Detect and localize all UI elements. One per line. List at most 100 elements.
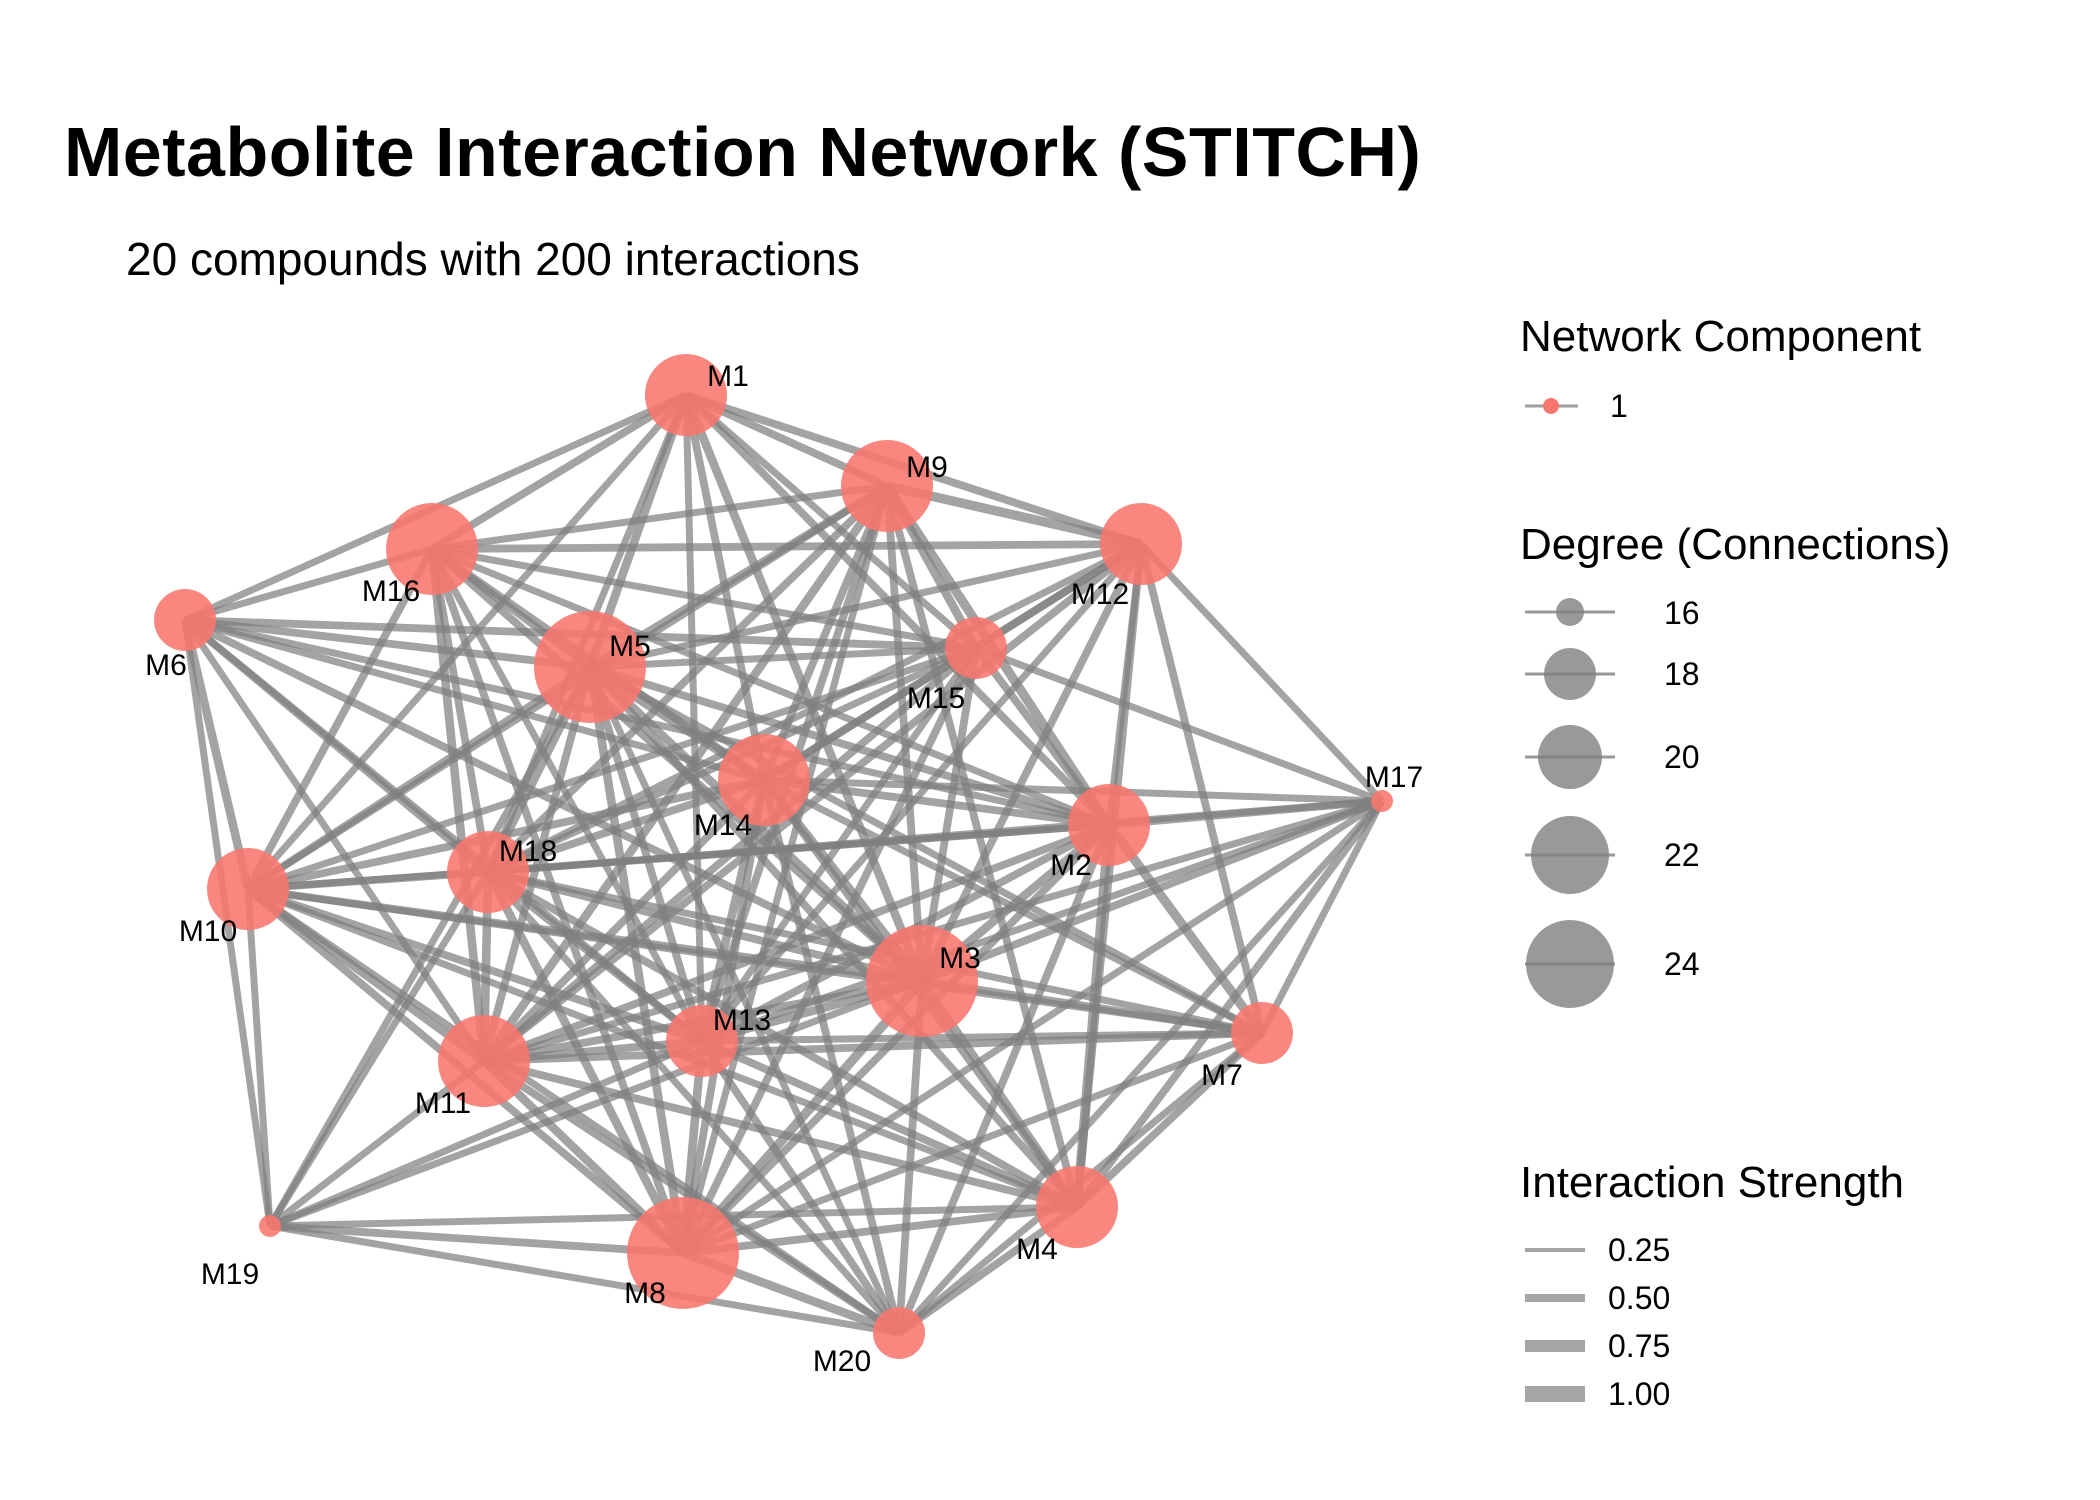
legend-strength-label: 0.75 (1608, 1328, 1671, 1364)
edge-M16-M10 (244, 547, 436, 891)
edge-M18-M17 (487, 797, 1383, 876)
legend-strength-title: Interaction Strength (1520, 1158, 1905, 1207)
edge-M14-M11 (481, 777, 767, 1064)
edge-M17-M20 (896, 798, 1385, 1336)
legend-degree-label: 24 (1664, 946, 1700, 982)
legend-degree-title: Degree (Connections) (1520, 520, 1951, 569)
edge-M16-M15 (431, 545, 977, 652)
edge-M6-M5 (184, 616, 591, 671)
edge-M5-M15 (589, 644, 977, 671)
edge-M18-M19 (267, 870, 491, 1228)
legend-degree-key (1525, 648, 1615, 700)
edge-M3-M8 (679, 977, 926, 1257)
node-label-M17: M17 (1365, 761, 1423, 794)
edge-M12-M16 (431, 540, 1142, 553)
edge-M13-M19 (268, 1037, 704, 1230)
node-M14[interactable] (718, 734, 810, 826)
edge-M6-M11 (182, 618, 487, 1063)
node-label-M6: M6 (145, 649, 187, 682)
node-M1[interactable] (645, 354, 727, 436)
node-M11[interactable] (438, 1015, 530, 1107)
chart-title: Metabolite Interaction Network (STITCH) (64, 113, 1422, 191)
edge-M19-M20 (269, 1222, 900, 1337)
legend-degree-key (1525, 920, 1615, 1008)
legend-degree-key (1525, 725, 1615, 789)
edge-M13-M17 (700, 797, 1384, 1045)
edge-M15-M10 (246, 644, 978, 893)
node-label-M11: M11 (415, 1087, 471, 1120)
node-M3[interactable] (866, 925, 978, 1037)
node-label-M7: M7 (1201, 1059, 1243, 1092)
edge-M18-M13 (485, 868, 705, 1045)
edge-M5-M2 (588, 663, 1111, 829)
node-label-M19: M19 (201, 1258, 259, 1291)
edge-M3-M7 (921, 977, 1263, 1037)
node-M8[interactable] (627, 1197, 739, 1309)
node-M17[interactable] (1371, 790, 1393, 812)
node-label-M10: M10 (179, 915, 237, 948)
legend-component-label: 1 (1610, 388, 1628, 424)
edge-M11-M7 (483, 1029, 1263, 1065)
node-label-M15: M15 (907, 682, 965, 715)
edge-M18-M8 (484, 870, 687, 1255)
edge-M5-M10 (245, 663, 593, 893)
edge-M16-M2 (430, 545, 1111, 829)
edge-M8-M19 (269, 1222, 684, 1257)
chart-subtitle: 20 compounds with 200 interactions (126, 233, 860, 285)
edge-M10-M19 (244, 888, 274, 1227)
node-M5[interactable] (534, 611, 646, 723)
edge-M7-M17 (1258, 799, 1386, 1035)
legend-degree-key (1525, 816, 1615, 894)
edge-M5-M20 (586, 665, 903, 1335)
node-M19[interactable] (259, 1215, 281, 1237)
node-label-M5: M5 (609, 630, 651, 663)
edge-M8-M4 (682, 1203, 1078, 1257)
node-label-M20: M20 (813, 1345, 871, 1378)
legend-strength-label: 0.25 (1608, 1232, 1671, 1268)
edge-M11-M20 (481, 1057, 902, 1337)
edge-M1-M16 (429, 391, 689, 553)
node-M16[interactable] (386, 503, 478, 595)
legend-component-key-dot (1543, 398, 1559, 414)
node-M2[interactable] (1068, 784, 1150, 866)
edge-M8-M17 (681, 798, 1384, 1256)
edge-M14-M10 (247, 776, 765, 893)
node-M4[interactable] (1036, 1166, 1118, 1248)
edge-M15-M17 (974, 644, 1384, 805)
node-label-M16: M16 (362, 575, 420, 608)
node-label-M3: M3 (939, 942, 981, 975)
node-M9[interactable] (841, 440, 933, 532)
node-M20[interactable] (873, 1307, 925, 1359)
edge-M12-M17 (1138, 541, 1385, 804)
edge-M12-M5 (589, 540, 1142, 671)
node-label-M4: M4 (1016, 1233, 1058, 1266)
node-M6[interactable] (154, 589, 216, 651)
node-M12[interactable] (1100, 503, 1182, 585)
edge-M15-M8 (679, 646, 980, 1255)
edge-M15-M3 (918, 647, 980, 982)
edge-M14-M17 (763, 776, 1383, 805)
edge-M13-M4 (700, 1037, 1079, 1211)
legend-component-title: Network Component (1520, 312, 1922, 361)
edge-M1-M13 (682, 394, 706, 1042)
legend-degree-label: 18 (1664, 656, 1700, 692)
node-M13[interactable] (666, 1005, 738, 1077)
node-label-M1: M1 (707, 360, 749, 393)
legend-degree-label: 16 (1664, 595, 1700, 631)
node-M7[interactable] (1231, 1002, 1293, 1064)
edge-M13-M20 (698, 1038, 903, 1336)
legend-degree-key (1525, 598, 1615, 626)
edge-M4-M17 (1073, 798, 1386, 1210)
node-M10[interactable] (207, 848, 289, 930)
node-M15[interactable] (945, 617, 1007, 679)
node-label-M8: M8 (624, 1277, 666, 1310)
edge-M3-M19 (268, 977, 924, 1230)
node-labels-layer: M1 M2 M3 M4 M5 M6 M7 M8 M9 M10 M11 M12 M13 M14 M15 M16 M… (145, 360, 1423, 1378)
node-label-M2: M2 (1050, 849, 1092, 882)
node-M18[interactable] (447, 831, 529, 913)
edge-M9-M16 (431, 482, 888, 553)
edge-M5-M11 (480, 665, 594, 1063)
node-label-M13: M13 (713, 1004, 771, 1037)
